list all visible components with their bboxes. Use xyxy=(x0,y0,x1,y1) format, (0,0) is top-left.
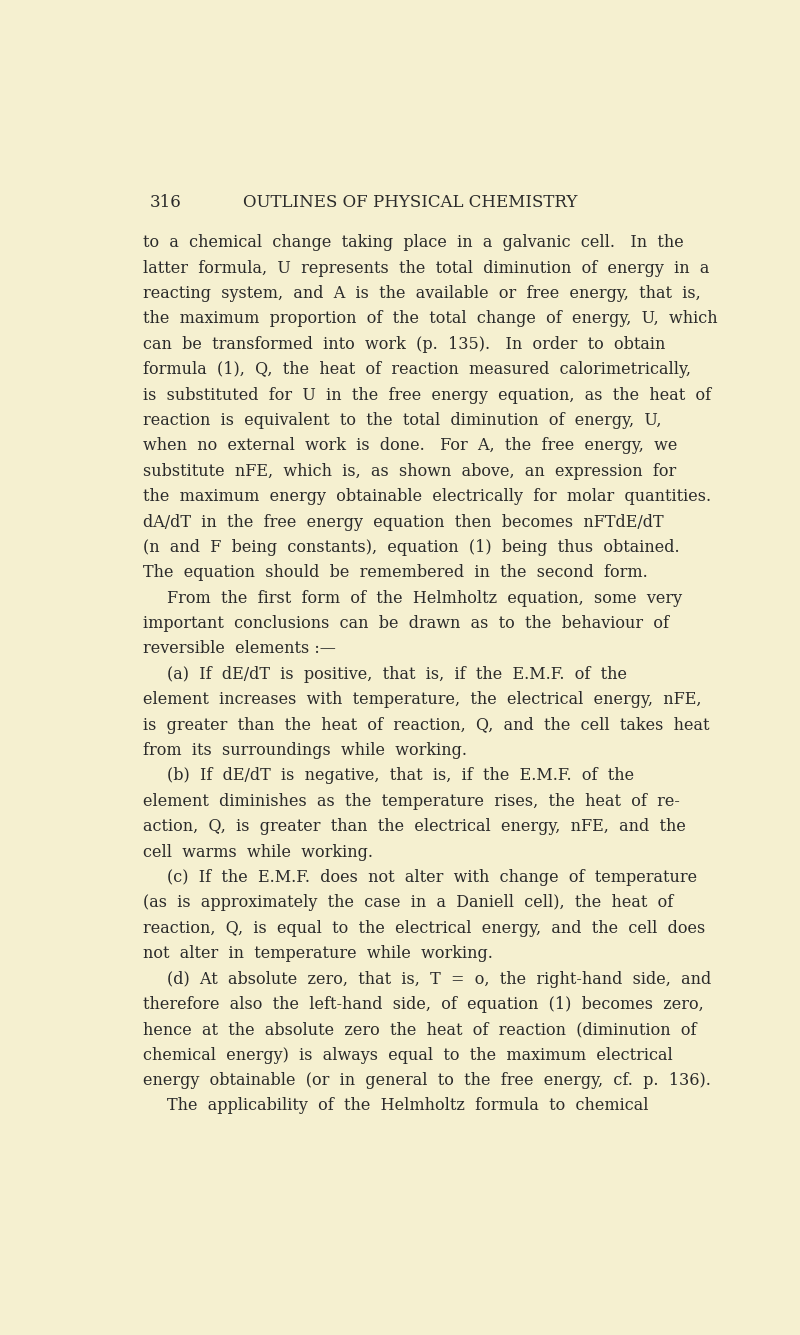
Text: important  conclusions  can  be  drawn  as  to  the  behaviour  of: important conclusions can be drawn as to… xyxy=(143,615,670,631)
Text: is  greater  than  the  heat  of  reaction,  Q,  and  the  cell  takes  heat: is greater than the heat of reaction, Q,… xyxy=(143,717,710,734)
Text: (a)  If  dE/dT  is  positive,  that  is,  if  the  E.M.F.  of  the: (a) If dE/dT is positive, that is, if th… xyxy=(167,666,627,682)
Text: substitute  nFE,  which  is,  as  shown  above,  an  expression  for: substitute nFE, which is, as shown above… xyxy=(143,463,677,479)
Text: dA/dT  in  the  free  energy  equation  then  becomes  nFTdE/dT: dA/dT in the free energy equation then b… xyxy=(143,514,664,530)
Text: element  increases  with  temperature,  the  electrical  energy,  nFE,: element increases with temperature, the … xyxy=(143,692,702,709)
Text: (as  is  approximately  the  case  in  a  Daniell  cell),  the  heat  of: (as is approximately the case in a Danie… xyxy=(143,894,674,912)
Text: action,  Q,  is  greater  than  the  electrical  energy,  nFE,  and  the: action, Q, is greater than the electrica… xyxy=(143,818,686,836)
Text: reaction,  Q,  is  equal  to  the  electrical  energy,  and  the  cell  does: reaction, Q, is equal to the electrical … xyxy=(143,920,706,937)
Text: therefore  also  the  left-hand  side,  of  equation  (1)  becomes  zero,: therefore also the left-hand side, of eq… xyxy=(143,996,704,1013)
Text: latter  formula,  U  represents  the  total  diminution  of  energy  in  a: latter formula, U represents the total d… xyxy=(143,259,710,276)
Text: hence  at  the  absolute  zero  the  heat  of  reaction  (diminution  of: hence at the absolute zero the heat of r… xyxy=(143,1021,697,1039)
Text: from  its  surroundings  while  working.: from its surroundings while working. xyxy=(143,742,467,760)
Text: OUTLINES OF PHYSICAL CHEMISTRY: OUTLINES OF PHYSICAL CHEMISTRY xyxy=(243,194,577,211)
Text: can  be  transformed  into  work  (p.  135).   In  order  to  obtain: can be transformed into work (p. 135). I… xyxy=(143,336,666,352)
Text: reaction  is  equivalent  to  the  total  diminution  of  energy,  U,: reaction is equivalent to the total dimi… xyxy=(143,413,662,429)
Text: energy  obtainable  (or  in  general  to  the  free  energy,  cf.  p.  136).: energy obtainable (or in general to the … xyxy=(143,1072,711,1089)
Text: formula  (1),  Q,  the  heat  of  reaction  measured  calorimetrically,: formula (1), Q, the heat of reaction mea… xyxy=(143,362,691,378)
Text: the  maximum  energy  obtainable  electrically  for  molar  quantities.: the maximum energy obtainable electrical… xyxy=(143,489,711,505)
Text: (d)  At  absolute  zero,  that  is,  T  =  o,  the  right-hand  side,  and: (d) At absolute zero, that is, T = o, th… xyxy=(167,971,711,988)
Text: when  no  external  work  is  done.   For  A,  the  free  energy,  we: when no external work is done. For A, th… xyxy=(143,438,678,454)
Text: cell  warms  while  working.: cell warms while working. xyxy=(143,844,374,861)
Text: The  equation  should  be  remembered  in  the  second  form.: The equation should be remembered in the… xyxy=(143,565,648,581)
Text: (c)  If  the  E.M.F.  does  not  alter  with  change  of  temperature: (c) If the E.M.F. does not alter with ch… xyxy=(167,869,697,886)
Text: The  applicability  of  the  Helmholtz  formula  to  chemical: The applicability of the Helmholtz formu… xyxy=(167,1097,649,1115)
Text: From  the  first  form  of  the  Helmholtz  equation,  some  very: From the first form of the Helmholtz equ… xyxy=(167,590,682,606)
Text: (b)  If  dE/dT  is  negative,  that  is,  if  the  E.M.F.  of  the: (b) If dE/dT is negative, that is, if th… xyxy=(167,768,634,785)
Text: 316: 316 xyxy=(150,194,182,211)
Text: not  alter  in  temperature  while  working.: not alter in temperature while working. xyxy=(143,945,494,963)
Text: the  maximum  proportion  of  the  total  change  of  energy,  U,  which: the maximum proportion of the total chan… xyxy=(143,310,718,327)
Text: to  a  chemical  change  taking  place  in  a  galvanic  cell.   In  the: to a chemical change taking place in a g… xyxy=(143,234,684,251)
Text: chemical  energy)  is  always  equal  to  the  maximum  electrical: chemical energy) is always equal to the … xyxy=(143,1047,673,1064)
Text: (n  and  F  being  constants),  equation  (1)  being  thus  obtained.: (n and F being constants), equation (1) … xyxy=(143,539,680,555)
Text: reacting  system,  and  A  is  the  available  or  free  energy,  that  is,: reacting system, and A is the available … xyxy=(143,284,701,302)
Text: element  diminishes  as  the  temperature  rises,  the  heat  of  re-: element diminishes as the temperature ri… xyxy=(143,793,680,810)
Text: reversible  elements :—: reversible elements :— xyxy=(143,641,336,657)
Text: is  substituted  for  U  in  the  free  energy  equation,  as  the  heat  of: is substituted for U in the free energy … xyxy=(143,387,711,403)
